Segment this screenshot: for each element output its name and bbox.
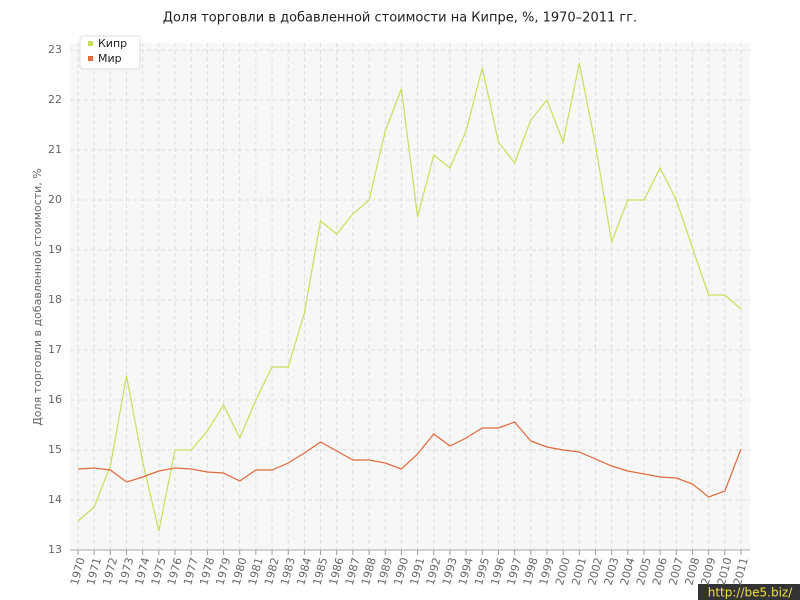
y-tick-label: 14 <box>48 493 62 506</box>
legend-label: Мир <box>98 52 122 65</box>
watermark-bg <box>698 584 800 600</box>
y-tick-label: 16 <box>48 393 62 406</box>
legend-box <box>79 35 141 70</box>
y-tick-label: 20 <box>48 193 62 206</box>
y-tick-label: 21 <box>48 143 62 156</box>
y-tick-label: 19 <box>48 243 62 256</box>
y-tick-label: 23 <box>48 43 62 56</box>
y-tick-label: 15 <box>48 443 62 456</box>
watermark: http://be5.biz/ <box>708 586 793 600</box>
y-tick-label: 13 <box>48 543 62 556</box>
legend-swatch <box>88 41 93 46</box>
series-line <box>77 62 742 532</box>
legend-label: Кипр <box>98 37 127 50</box>
series-line <box>77 421 742 498</box>
y-tick-label: 17 <box>48 343 62 356</box>
plot-area <box>70 43 750 550</box>
legend-swatch <box>88 56 93 61</box>
chart-title: Доля торговли в добавленной стоимости на… <box>163 11 637 26</box>
y-tick-label: 18 <box>48 293 62 306</box>
y-tick-label: 22 <box>48 93 62 106</box>
y-axis-label: Доля торговли в добавленной стоимости, % <box>31 168 44 426</box>
